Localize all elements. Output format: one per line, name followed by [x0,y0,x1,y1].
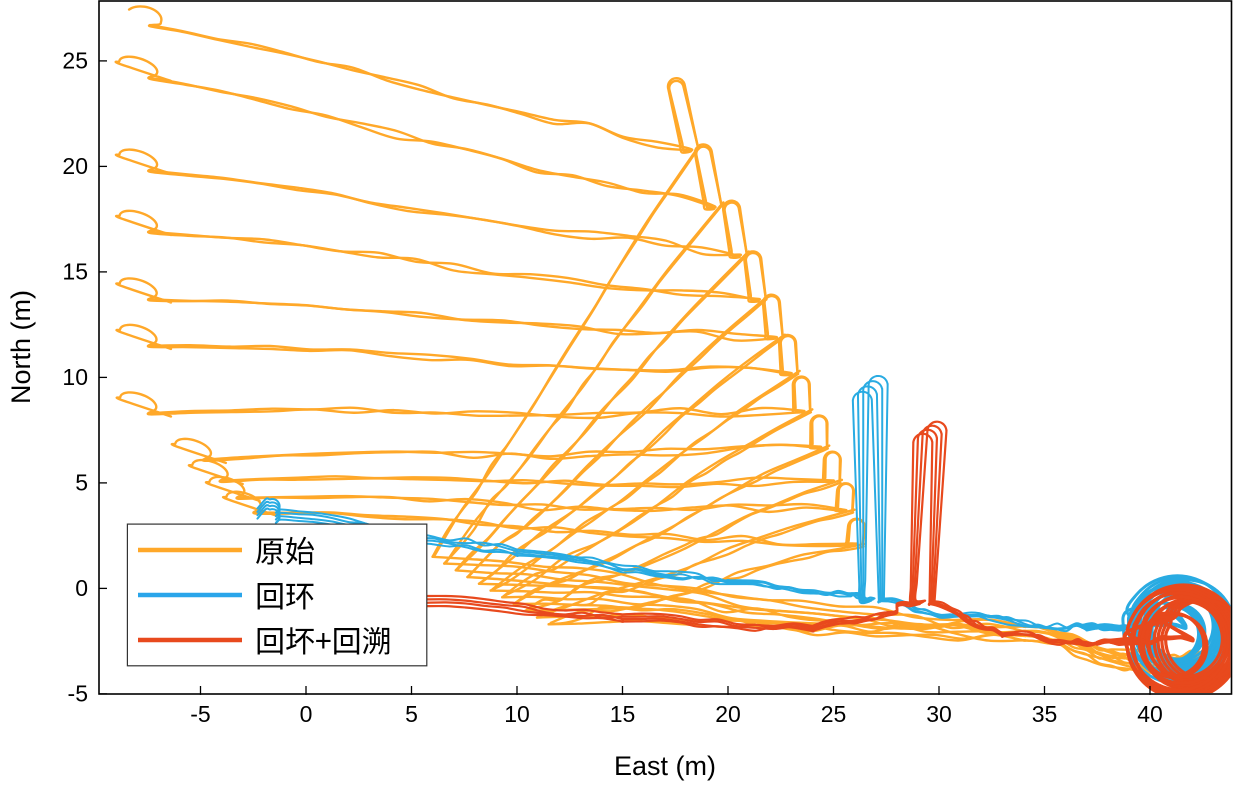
svg-text:回环: 回环 [255,572,315,616]
svg-text:10: 10 [62,364,88,390]
svg-text:40: 40 [1137,701,1163,727]
svg-text:15: 15 [62,259,88,285]
svg-text:25: 25 [62,48,88,74]
svg-text:0: 0 [75,575,88,601]
svg-text:30: 30 [926,701,952,727]
svg-text:East (m): East (m) [614,751,716,781]
svg-text:25: 25 [821,701,847,727]
svg-text:-5: -5 [68,681,88,707]
svg-text:20: 20 [715,701,741,727]
svg-text:20: 20 [62,153,88,179]
svg-text:North (m): North (m) [6,290,36,404]
svg-text:回坏+回溯: 回坏+回溯 [255,617,392,661]
svg-text:5: 5 [405,701,418,727]
svg-text:0: 0 [300,701,313,727]
svg-text:35: 35 [1032,701,1058,727]
svg-text:10: 10 [504,701,530,727]
svg-text:原始: 原始 [255,527,315,571]
svg-text:5: 5 [75,470,88,496]
svg-text:-5: -5 [190,701,210,727]
svg-text:15: 15 [610,701,636,727]
